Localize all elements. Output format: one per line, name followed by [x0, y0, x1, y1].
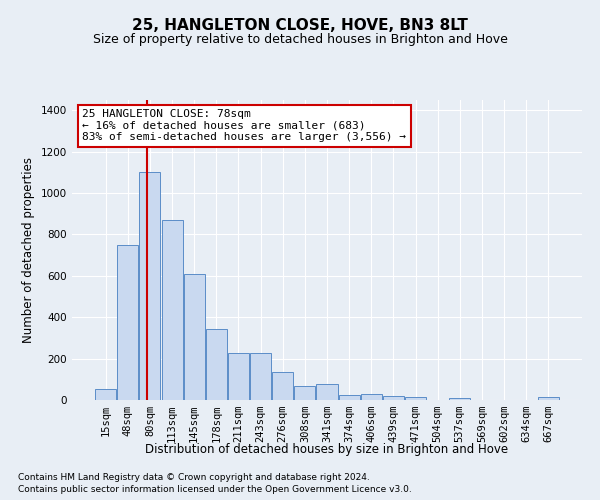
Bar	[139, 172, 160, 400]
Bar	[272, 372, 293, 400]
Text: Distribution of detached houses by size in Brighton and Hove: Distribution of detached houses by size …	[145, 442, 509, 456]
Bar	[228, 353, 249, 400]
Bar	[184, 274, 205, 400]
Text: Contains public sector information licensed under the Open Government Licence v3: Contains public sector information licen…	[18, 485, 412, 494]
Text: 25, HANGLETON CLOSE, HOVE, BN3 8LT: 25, HANGLETON CLOSE, HOVE, BN3 8LT	[132, 18, 468, 32]
Bar	[338, 395, 359, 400]
Text: 25 HANGLETON CLOSE: 78sqm
← 16% of detached houses are smaller (683)
83% of semi: 25 HANGLETON CLOSE: 78sqm ← 16% of detac…	[82, 109, 406, 142]
Bar	[95, 389, 116, 400]
Bar	[206, 328, 227, 400]
Bar	[383, 396, 404, 400]
Bar	[250, 353, 271, 400]
Y-axis label: Number of detached properties: Number of detached properties	[22, 157, 35, 343]
Text: Size of property relative to detached houses in Brighton and Hove: Size of property relative to detached ho…	[92, 32, 508, 46]
Bar	[449, 398, 470, 400]
Bar	[361, 394, 382, 400]
Bar	[295, 386, 316, 400]
Bar	[161, 220, 182, 400]
Bar	[538, 397, 559, 400]
Bar	[316, 384, 338, 400]
Bar	[118, 245, 139, 400]
Text: Contains HM Land Registry data © Crown copyright and database right 2024.: Contains HM Land Registry data © Crown c…	[18, 472, 370, 482]
Bar	[405, 397, 426, 400]
